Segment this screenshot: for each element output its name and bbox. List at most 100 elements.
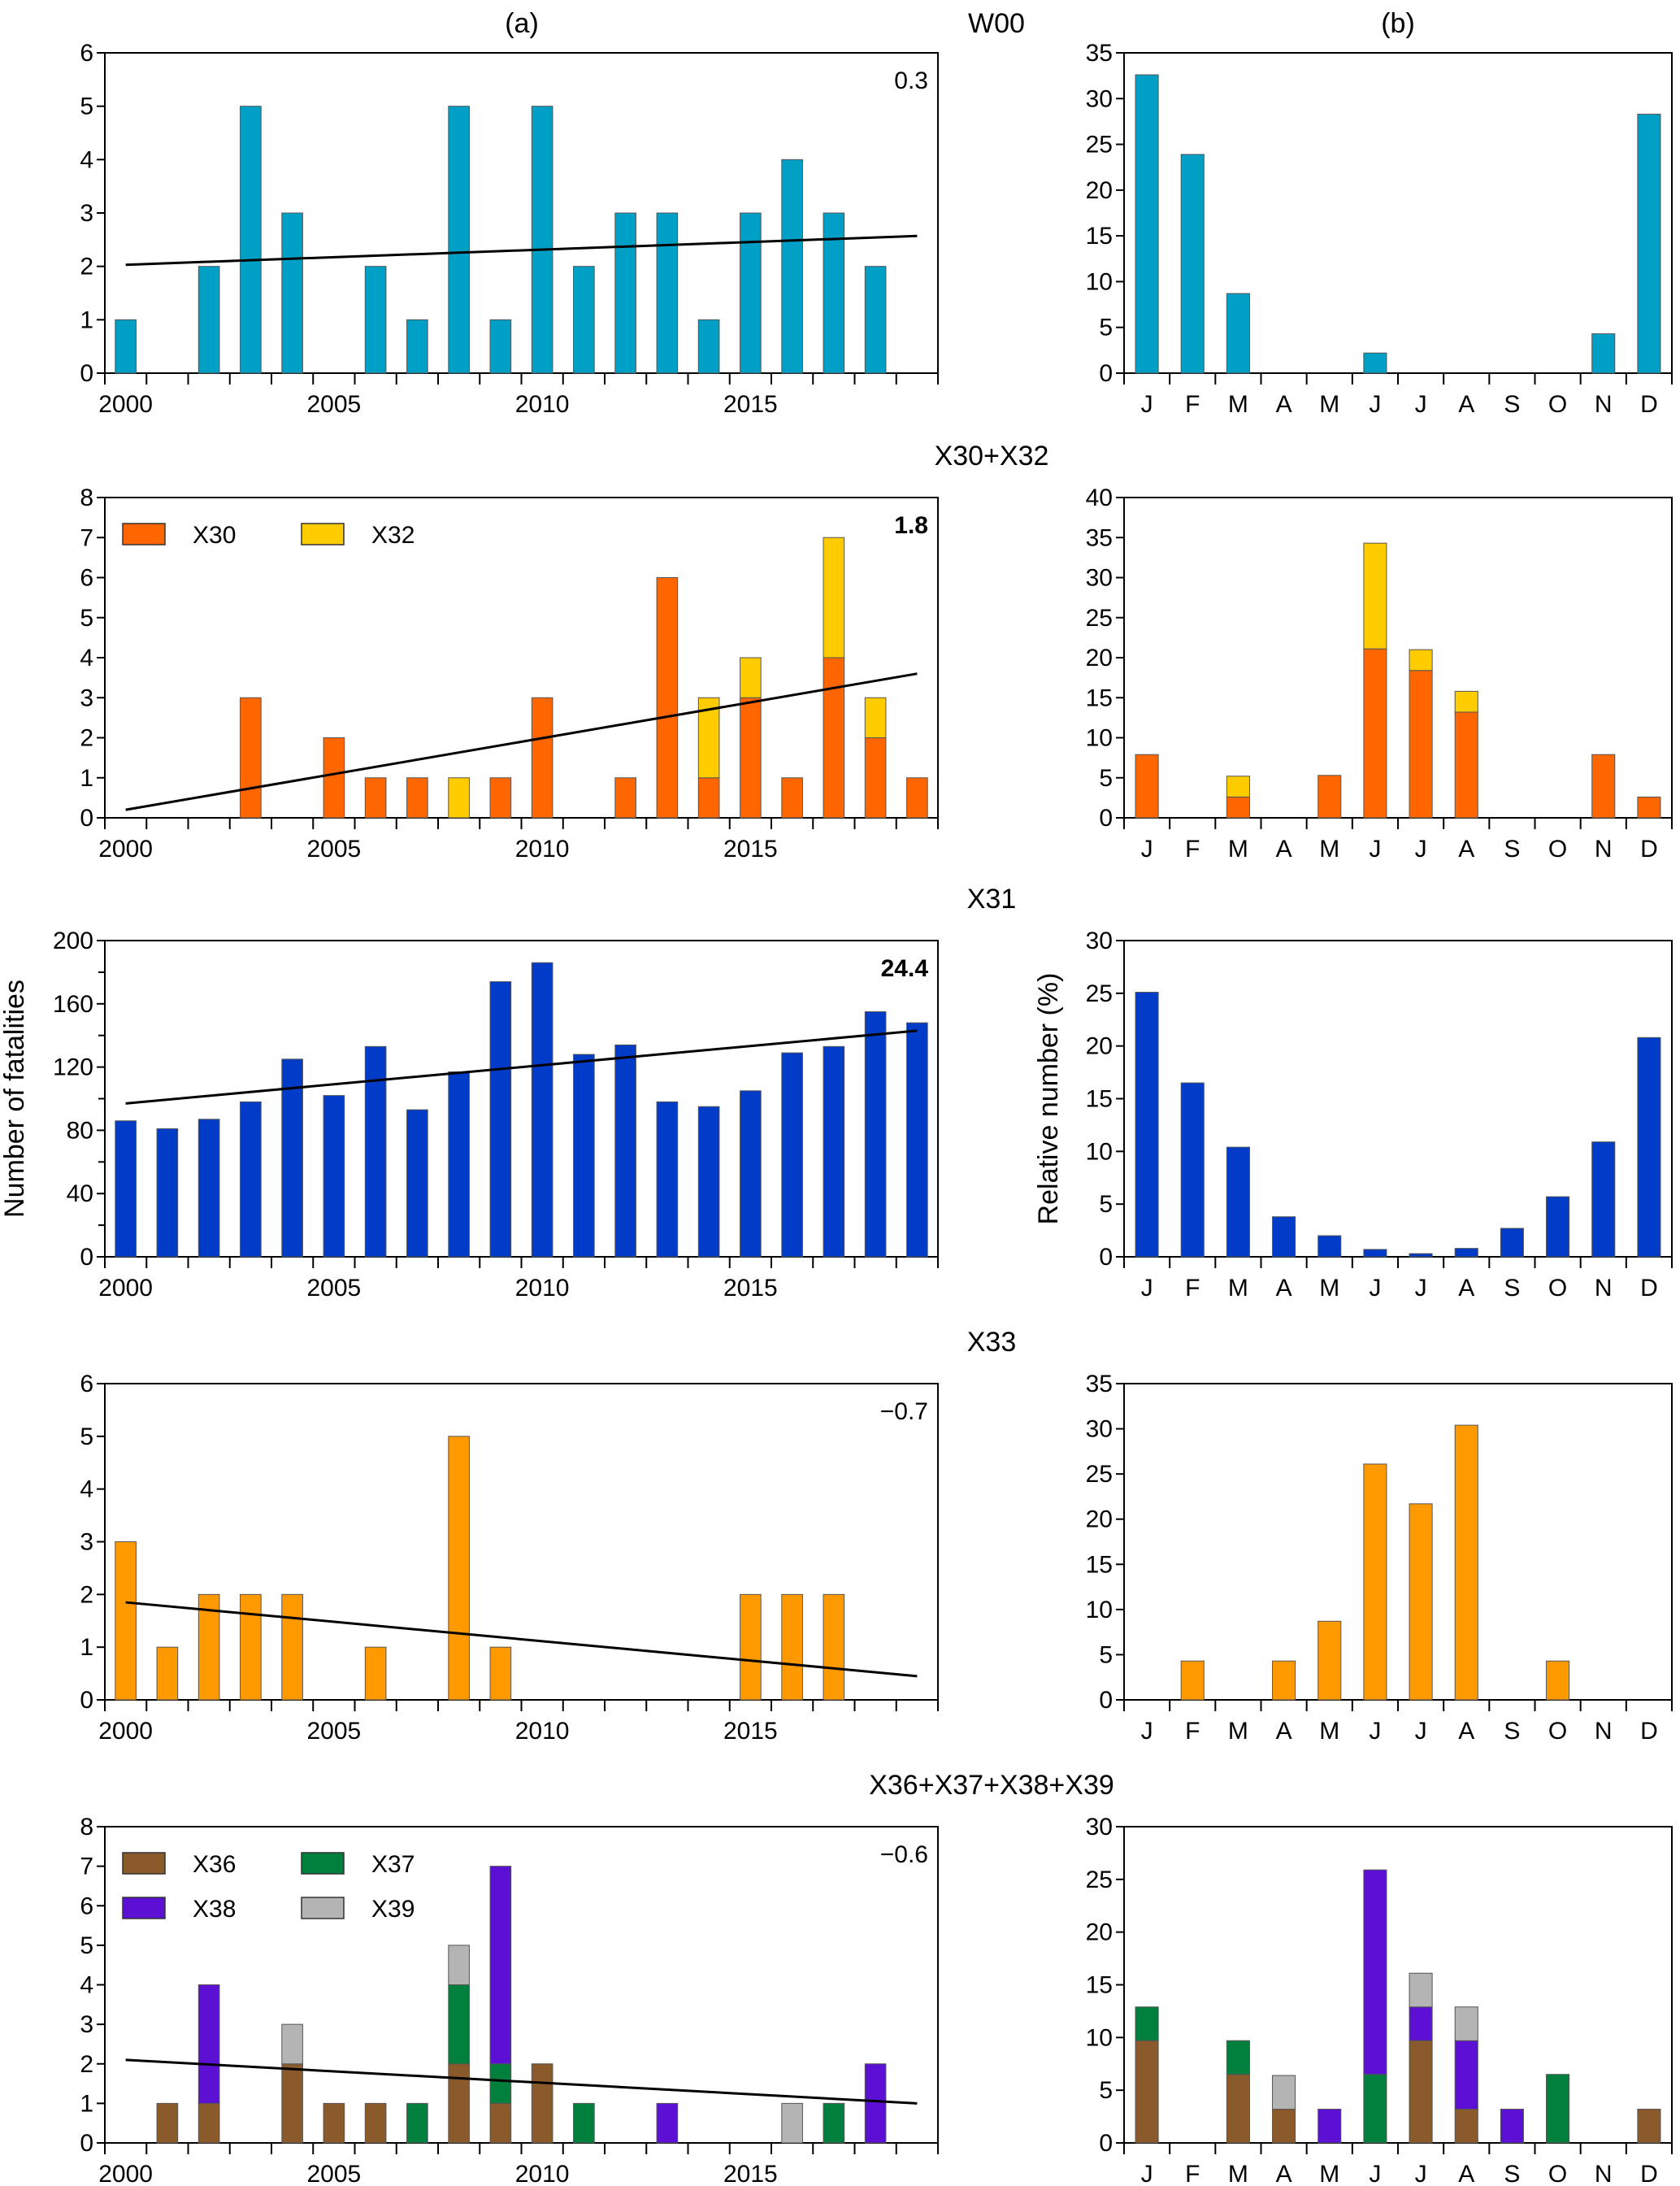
- bar-W00: [864, 266, 887, 374]
- x-tick-label: O: [1548, 1718, 1567, 1745]
- bar-X39: [281, 2023, 303, 2065]
- column-label-a: (a): [505, 8, 539, 39]
- bar-X31: [823, 1045, 845, 1258]
- bar-X30: [656, 577, 679, 819]
- bar-X30: [823, 657, 845, 819]
- bar-X39: [1454, 2006, 1478, 2041]
- bar-X30: [323, 737, 345, 819]
- y-tick-label: 1: [80, 1634, 93, 1661]
- y-tick-label: 15: [1086, 684, 1113, 711]
- x-tick-label: J: [1369, 1718, 1381, 1745]
- bar-X31: [406, 1109, 428, 1258]
- y-tick-label: 25: [1086, 132, 1113, 159]
- legend-label-X36: X36: [193, 1851, 236, 1878]
- bar-X31: [531, 962, 553, 1258]
- y-tick-label: 35: [1086, 40, 1113, 67]
- x-tick-label: M: [1319, 2161, 1339, 2186]
- x-tick-label: J: [1141, 1718, 1153, 1745]
- x-tick-label: J: [1369, 1275, 1381, 1302]
- bar-X30: [531, 697, 553, 819]
- bar-X31: [864, 1011, 887, 1258]
- panel-X31-annual: 0 40 80 120 160 200 2000 2005 2010 2015 24.4 Number…: [0, 928, 939, 1302]
- x-tick-label: D: [1640, 391, 1658, 418]
- y-tick-label: 5: [1099, 315, 1113, 341]
- bar-W00: [781, 159, 803, 374]
- bar-X38: [489, 1866, 512, 2065]
- bar-X36: [1454, 2109, 1478, 2144]
- x-tick-label: M: [1319, 391, 1339, 418]
- trend-value-label: −0.7: [880, 1398, 928, 1425]
- bar-X31: [489, 981, 512, 1258]
- bar-X30: [1318, 775, 1342, 819]
- bar-X37: [823, 2102, 845, 2144]
- bar-W00: [1637, 113, 1661, 374]
- y-tick-label: 15: [1086, 1086, 1113, 1113]
- bar-X38: [864, 2063, 887, 2144]
- x-tick-label: F: [1185, 391, 1200, 418]
- panel-X36-39-annual: 0 1 2 3 4 5 6 7 8 2000 2005 2010 2015 −0.6 X36 X37 X38 X3…: [80, 1814, 939, 2186]
- group-title: X31: [967, 884, 1017, 915]
- bar-X31: [198, 1119, 220, 1258]
- legend-label-X30: X30: [193, 522, 236, 549]
- bar-X33: [364, 1646, 387, 1701]
- x-tick-label: J: [1415, 1275, 1427, 1302]
- x-tick-label: J: [1141, 1275, 1153, 1302]
- legend-label-X39: X39: [371, 1896, 415, 1923]
- x-tick-label: N: [1595, 1718, 1613, 1745]
- y-tick-label: 3: [80, 2011, 93, 2038]
- x-tick-label: 2015: [723, 836, 778, 863]
- bar-X36: [198, 2102, 220, 2144]
- bar-W00: [198, 266, 220, 374]
- group-title: X36+X37+X38+X39: [869, 1770, 1114, 1801]
- bar-X31: [740, 1090, 762, 1258]
- y-axis-label: Relative number (%): [1033, 973, 1064, 1225]
- x-tick-label: J: [1415, 391, 1427, 418]
- bar-X36: [448, 2063, 470, 2144]
- bar-X38: [1318, 2109, 1342, 2144]
- bar-X32: [864, 697, 887, 738]
- bar-X33: [240, 1593, 262, 1701]
- bar-X36: [1135, 2040, 1159, 2144]
- x-tick-label: J: [1369, 2161, 1381, 2186]
- y-tick-label: 10: [1086, 1138, 1113, 1165]
- x-tick-label: J: [1415, 1718, 1427, 1745]
- bar-W00: [531, 106, 553, 374]
- x-tick-label: 2015: [723, 1275, 778, 1302]
- y-tick-label: 5: [80, 93, 93, 120]
- bar-X32: [1226, 776, 1250, 797]
- x-tick-label: 2005: [307, 836, 362, 863]
- bar-X33: [1180, 1660, 1205, 1701]
- y-tick-label: 25: [1086, 1867, 1113, 1893]
- bar-W00: [489, 319, 512, 374]
- y-tick-label: 30: [1086, 85, 1113, 112]
- bar-X37: [448, 1984, 470, 2065]
- plot-frame: [104, 1383, 939, 1701]
- x-tick-label: A: [1458, 1275, 1474, 1302]
- y-tick-label: 2: [80, 2051, 93, 2078]
- bar-X30: [740, 697, 762, 819]
- bar-X36: [281, 2063, 303, 2144]
- x-tick-label: A: [1458, 2161, 1474, 2186]
- legend-label-X37: X37: [371, 1851, 415, 1878]
- bar-X33: [1454, 1424, 1478, 1701]
- bar-X37: [1226, 2040, 1250, 2075]
- y-tick-label: 0: [1099, 805, 1113, 832]
- bar-W00: [614, 212, 636, 374]
- trend-line: [125, 2058, 918, 2105]
- x-tick-label: J: [1141, 391, 1153, 418]
- bar-X31: [1500, 1228, 1524, 1258]
- bar-X31: [281, 1058, 303, 1258]
- x-tick-label: 2010: [515, 1275, 570, 1302]
- x-tick-label: 2005: [307, 391, 362, 418]
- bar-X31: [573, 1054, 595, 1258]
- bar-X31: [1363, 1249, 1387, 1258]
- bar-W00: [281, 212, 303, 374]
- y-tick-label: 80: [67, 1117, 93, 1144]
- bar-X36: [1272, 2109, 1296, 2144]
- bar-X37: [489, 2063, 512, 2104]
- x-tick-label: 2000: [98, 1275, 153, 1302]
- plot-frame: [104, 52, 939, 374]
- x-tick-label: D: [1640, 2161, 1658, 2186]
- y-tick-label: 25: [1086, 605, 1113, 632]
- bar-X37: [573, 2102, 595, 2144]
